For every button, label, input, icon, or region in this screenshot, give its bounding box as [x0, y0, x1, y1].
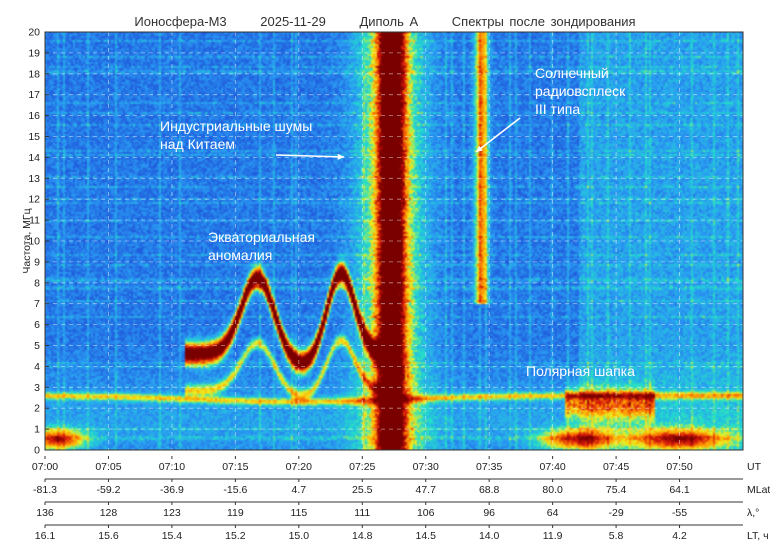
- chart-title: Ионосфера-М3 2025-11-29 Диполь А Спектры…: [0, 14, 770, 29]
- annotation-line: радиовсплеск: [535, 83, 626, 99]
- y-tick-label: 13: [28, 173, 40, 185]
- x-tick-label: 64.1: [669, 484, 690, 496]
- x-tick-label: -81.3: [33, 484, 57, 496]
- x-tick-label: 07:50: [666, 461, 692, 473]
- annotation-line: Полярная шапка: [526, 363, 635, 379]
- x-row-name: UT: [747, 461, 762, 473]
- x-tick-label: -59.2: [96, 484, 120, 496]
- x-tick-label: 136: [36, 507, 54, 519]
- annotation-label: Полярная шапка: [526, 363, 635, 379]
- y-tick-label: 8: [34, 277, 40, 289]
- x-tick-label: 07:00: [32, 461, 58, 473]
- x-row-name: λ,°: [747, 507, 759, 519]
- x-tick-label: 111: [354, 507, 370, 519]
- y-tick-label: 10: [28, 236, 40, 248]
- x-tick-label: 15.2: [225, 530, 246, 542]
- annotation-line: аномалия: [208, 247, 272, 263]
- y-tick-label: 16: [28, 110, 40, 122]
- x-tick-label: 47.7: [416, 484, 437, 496]
- date-label: 2025-11-29: [260, 14, 326, 29]
- x-tick-label: 07:45: [603, 461, 629, 473]
- x-tick-label: -55: [672, 507, 687, 519]
- y-tick-label: 6: [34, 319, 40, 331]
- x-tick-label: 07:40: [539, 461, 565, 473]
- annotation-line: Индустриальные шумы: [160, 118, 312, 134]
- x-row-name: MLat,°: [747, 484, 770, 496]
- grid-lines: [44, 31, 743, 451]
- annotations: Индустриальные шумы над Китаем Солнечный ра…: [160, 65, 635, 379]
- x-tick-label: 07:35: [476, 461, 502, 473]
- annotation-line: III типа: [535, 101, 580, 117]
- description-label: Спектры после зондирования: [451, 14, 636, 29]
- x-tick-label: 14.0: [479, 530, 500, 542]
- x-tick-label: -29: [608, 507, 623, 519]
- x-tick-label: 07:20: [286, 461, 312, 473]
- annotation-line: над Китаем: [160, 136, 235, 152]
- y-tick-label: 5: [34, 340, 40, 352]
- instrument-name: Ионосфера-М3: [134, 14, 227, 29]
- annotation-arrowhead: [337, 153, 344, 160]
- annotation-arrows: [275, 117, 521, 160]
- x-tick-label: 128: [100, 507, 118, 519]
- y-tick-label: 1: [34, 424, 40, 436]
- annotation-label: Экваториальная аномалия: [208, 229, 315, 263]
- x-row-name: LT, ч: [747, 530, 769, 542]
- y-tick-label: 17: [28, 89, 40, 101]
- annotation-label: Солнечный радиовсплеск III типа: [535, 65, 626, 117]
- x-tick-label: 5.8: [609, 530, 624, 542]
- x-tick-label: 64: [547, 507, 559, 519]
- y-tick-label: 2: [34, 403, 40, 415]
- x-tick-label: 68.8: [479, 484, 500, 496]
- x-tick-label: 16.1: [35, 530, 56, 542]
- y-tick-label: 7: [34, 298, 40, 310]
- x-tick-label: 75.4: [606, 484, 627, 496]
- annotation-arrow: [475, 117, 521, 153]
- y-tick-label: 11: [29, 215, 40, 227]
- annotation-label: Индустриальные шумы над Китаем: [160, 118, 312, 152]
- y-tick-label: 9: [34, 256, 40, 268]
- annotation-line: Экваториальная: [208, 229, 315, 245]
- y-tick-label: 4: [34, 361, 40, 373]
- x-tick-label: 119: [227, 507, 244, 519]
- x-tick-label: 4.7: [292, 484, 307, 496]
- y-tick-label: 3: [34, 382, 40, 394]
- x-axis-rows: 07:00 07:05 07:10 07:15 07:20 07:25 07:30 07:35…: [32, 456, 770, 542]
- x-tick-label: -36.9: [160, 484, 184, 496]
- x-tick-label: 25.5: [352, 484, 373, 496]
- y-tick-label: 0: [34, 445, 40, 457]
- annotation-arrowhead: [476, 145, 483, 152]
- y-axis-label: Частота, МГц: [21, 208, 33, 273]
- y-tick-label: 15: [28, 131, 40, 143]
- x-tick-label: 106: [417, 507, 435, 519]
- x-tick-label: 15.6: [98, 530, 119, 542]
- y-tick-label: 19: [28, 47, 40, 59]
- x-tick-label: 115: [290, 507, 307, 519]
- x-tick-label: 80.0: [542, 484, 563, 496]
- x-tick-label: -15.6: [223, 484, 247, 496]
- y-tick-label: 20: [28, 27, 40, 39]
- x-tick-label: 14.5: [416, 530, 437, 542]
- x-tick-label: 07:10: [159, 461, 185, 473]
- x-tick-label: 07:25: [349, 461, 375, 473]
- x-tick-label: 15.0: [289, 530, 310, 542]
- x-tick-label: 4.2: [672, 530, 687, 542]
- x-tick-label: 96: [483, 507, 495, 519]
- x-tick-label: 07:15: [222, 461, 248, 473]
- annotation-arrow: [275, 154, 345, 158]
- annotation-line: Солнечный: [535, 65, 609, 81]
- y-tick-label: 14: [28, 152, 40, 164]
- x-tick-label: 11.9: [543, 530, 563, 542]
- x-tick-label: 07:05: [95, 461, 121, 473]
- x-tick-label: 15.4: [162, 530, 183, 542]
- spectrogram-heatmap: [45, 32, 743, 450]
- y-tick-label: 12: [28, 194, 40, 206]
- x-tick-label: 07:30: [413, 461, 439, 473]
- y-tick-label: 18: [28, 68, 40, 80]
- x-tick-label: 14.8: [352, 530, 373, 542]
- antenna-label: Диполь А: [359, 14, 419, 29]
- x-tick-label: 123: [163, 507, 181, 519]
